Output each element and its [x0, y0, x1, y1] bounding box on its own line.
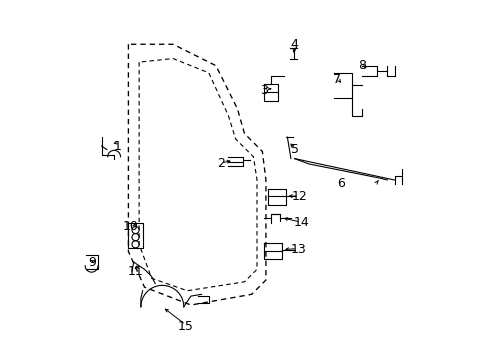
Text: 3: 3	[260, 84, 267, 97]
Text: 4: 4	[290, 38, 298, 51]
Text: 9: 9	[88, 256, 97, 269]
Text: 8: 8	[358, 59, 366, 72]
Text: 10: 10	[122, 220, 138, 233]
Text: 12: 12	[291, 190, 307, 203]
Text: 6: 6	[336, 177, 344, 190]
Text: 7: 7	[333, 73, 341, 86]
Text: 5: 5	[290, 143, 298, 156]
Text: 11: 11	[127, 265, 143, 278]
Text: 13: 13	[289, 243, 305, 256]
Text: 2: 2	[217, 157, 225, 170]
Text: 14: 14	[293, 216, 309, 229]
Text: 15: 15	[177, 320, 193, 333]
Text: 1: 1	[114, 140, 122, 153]
